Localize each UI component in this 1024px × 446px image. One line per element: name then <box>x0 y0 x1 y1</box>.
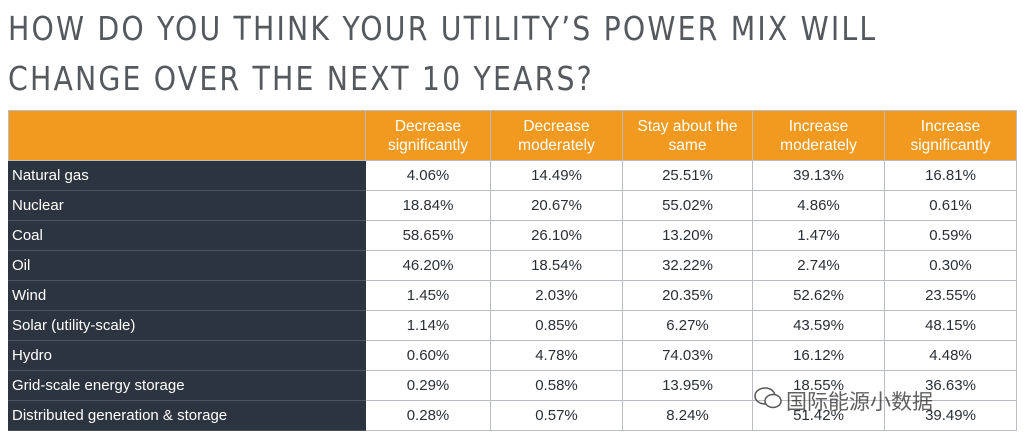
row-header: Natural gas <box>8 160 366 191</box>
title: HOW DO YOU THINK YOUR UTILITY’S POWER MI… <box>8 4 877 104</box>
row-header: Nuclear <box>8 190 366 221</box>
table-row: Coal 58.65% 26.10% 13.20% 1.47% 0.59% <box>8 220 1017 251</box>
table-row: Nuclear 18.84% 20.67% 55.02% 4.86% 0.61% <box>8 190 1017 221</box>
table-body: Natural gas 4.06% 14.49% 25.51% 39.13% 16.81%… <box>8 160 1017 431</box>
row-header: Grid-scale energy storage <box>8 370 366 401</box>
column-header: Decrease significantly <box>365 110 491 161</box>
survey-table: Decrease significantly Decrease moderatel… <box>8 110 1017 431</box>
cell: 1.14% <box>365 310 491 341</box>
watermark-icon <box>754 387 782 409</box>
cell: 4.86% <box>752 190 885 221</box>
cell: 13.20% <box>622 220 753 251</box>
cell: 39.49% <box>884 400 1017 431</box>
table-row: Grid-scale energy storage 0.29% 0.58% 13.95… <box>8 370 1017 401</box>
cell: 39.13% <box>752 160 885 191</box>
cell: 36.63% <box>884 370 1017 401</box>
title-line: CHANGE OVER THE NEXT 10 YEARS? <box>8 59 594 98</box>
cell: 20.35% <box>622 280 753 311</box>
cell: 20.67% <box>490 190 623 221</box>
row-header: Oil <box>8 250 366 281</box>
cell: 4.78% <box>490 340 623 371</box>
cell: 2.03% <box>490 280 623 311</box>
cell: 0.61% <box>884 190 1017 221</box>
cell: 0.85% <box>490 310 623 341</box>
cell: 0.30% <box>884 250 1017 281</box>
table-row: Distributed generation & storage 0.28% 0.5… <box>8 400 1017 431</box>
watermark: 国际能源小数据 <box>786 391 933 414</box>
table-row: Oil 46.20% 18.54% 32.22% 2.74% 0.30% <box>8 250 1017 281</box>
table-row: Wind 1.45% 2.03% 20.35% 52.62% 23.55% <box>8 280 1017 311</box>
row-header: Wind <box>8 280 366 311</box>
cell: 0.57% <box>490 400 623 431</box>
cell: 25.51% <box>622 160 753 191</box>
cell: 74.03% <box>622 340 753 371</box>
row-header: Distributed generation & storage <box>8 400 366 431</box>
cell: 46.20% <box>365 250 491 281</box>
column-header: Increase significantly <box>884 110 1017 161</box>
cell: 6.27% <box>622 310 753 341</box>
cell: 0.29% <box>365 370 491 401</box>
cell: 32.22% <box>622 250 753 281</box>
cell: 55.02% <box>622 190 753 221</box>
header-row: Decrease significantly Decrease moderatel… <box>8 110 1017 161</box>
corner-cell <box>8 110 366 161</box>
cell: 4.06% <box>365 160 491 191</box>
cell: 52.62% <box>752 280 885 311</box>
cell: 8.24% <box>622 400 753 431</box>
row-header: Coal <box>8 220 366 251</box>
cell: 18.55% <box>752 370 885 401</box>
cell: 16.81% <box>884 160 1017 191</box>
column-header: Stay about the same <box>622 110 753 161</box>
cell: 14.49% <box>490 160 623 191</box>
cell: 0.59% <box>884 220 1017 251</box>
table-row: Hydro 0.60% 4.78% 74.03% 16.12% 4.48% <box>8 340 1017 371</box>
table-row: Natural gas 4.06% 14.49% 25.51% 39.13% 16.81% <box>8 160 1017 191</box>
column-header: Increase moderately <box>752 110 885 161</box>
cell: 43.59% <box>752 310 885 341</box>
row-header: Solar (utility-scale) <box>8 310 366 341</box>
cell: 13.95% <box>622 370 753 401</box>
cell: 4.48% <box>884 340 1017 371</box>
row-header: Hydro <box>8 340 366 371</box>
cell: 16.12% <box>752 340 885 371</box>
cell: 58.65% <box>365 220 491 251</box>
cell: 1.47% <box>752 220 885 251</box>
title-line: HOW DO YOU THINK YOUR UTILITY’S POWER MI… <box>8 9 878 48</box>
table-row: Solar (utility-scale) 1.14% 0.85% 6.27% 43.5… <box>8 310 1017 341</box>
cell: 26.10% <box>490 220 623 251</box>
cell: 23.55% <box>884 280 1017 311</box>
column-header: Decrease moderately <box>490 110 623 161</box>
cell: 0.28% <box>365 400 491 431</box>
cell: 0.60% <box>365 340 491 371</box>
cell: 18.84% <box>365 190 491 221</box>
cell: 2.74% <box>752 250 885 281</box>
cell: 1.45% <box>365 280 491 311</box>
cell: 48.15% <box>884 310 1017 341</box>
cell: 18.54% <box>490 250 623 281</box>
cell: 0.58% <box>490 370 623 401</box>
